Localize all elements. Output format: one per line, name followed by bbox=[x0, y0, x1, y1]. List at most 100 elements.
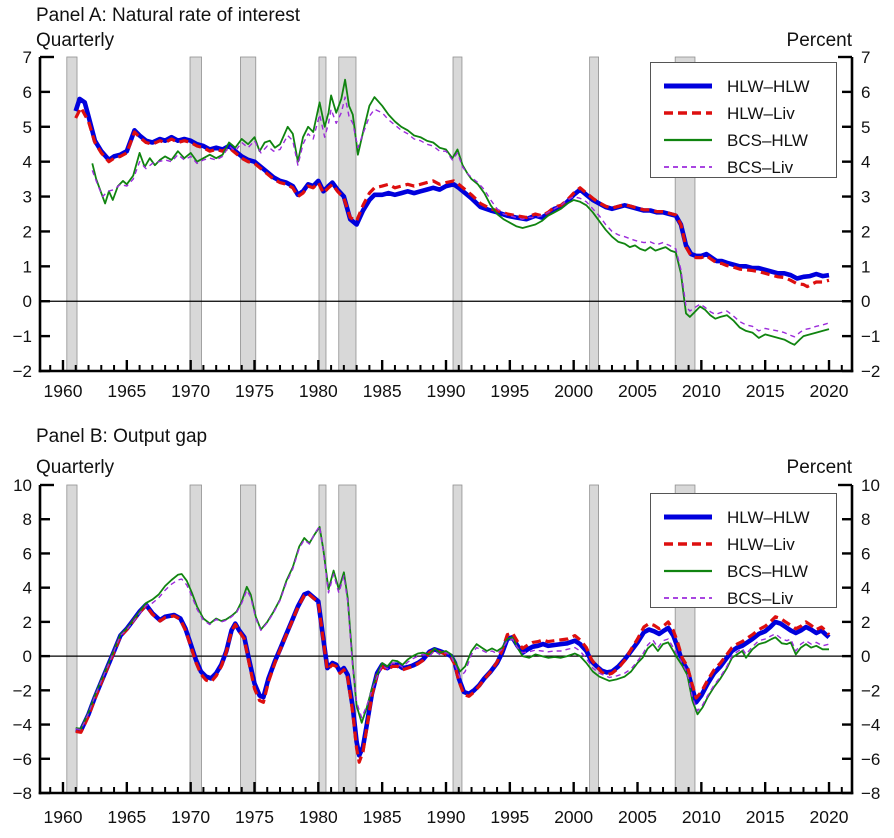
x-tick-label: 1975 bbox=[235, 807, 274, 827]
y-tick-label-left: −2 bbox=[13, 362, 32, 381]
y-tick-label-left: −4 bbox=[13, 716, 32, 735]
y-tick-label-left: 6 bbox=[23, 83, 32, 102]
panel-b-left-unit-label: Quarterly bbox=[36, 457, 115, 478]
x-tick-label: 2015 bbox=[746, 381, 785, 401]
y-tick-label-left: 4 bbox=[23, 579, 32, 598]
panel-a-left-unit-label: Quarterly bbox=[36, 30, 115, 51]
y-tick-label-left: 1 bbox=[23, 257, 32, 276]
recession-band bbox=[338, 484, 357, 794]
x-tick-label: 2005 bbox=[618, 381, 657, 401]
y-tick-label-right: −2 bbox=[861, 681, 880, 700]
y-tick-label-right: −2 bbox=[861, 362, 880, 381]
y-tick-label-left: −1 bbox=[13, 327, 32, 346]
legend-box bbox=[650, 62, 837, 178]
y-tick-label-right: −6 bbox=[861, 750, 880, 769]
recession-band bbox=[66, 56, 78, 372]
x-tick-label: 1965 bbox=[107, 807, 146, 827]
y-tick-label-right: 6 bbox=[861, 83, 870, 102]
axes: 10 10 8 8 6 6 4 4 2 2 0 0 −2 −2 −4 −4 −6 −6 −8 −8 1960 1965 19… bbox=[13, 476, 881, 827]
y-tick-label-right: 7 bbox=[861, 48, 870, 67]
y-tick-label-left: 3 bbox=[23, 188, 32, 207]
y-tick-label-left: 2 bbox=[23, 222, 32, 241]
series-line-hlw-liv bbox=[75, 592, 831, 764]
y-tick-label-right: 8 bbox=[861, 510, 870, 529]
y-tick-label-left: 4 bbox=[23, 153, 32, 172]
panel-b: HLW–HLW HLW–Liv BCS–HLW BCS–Liv 10 10 8 8 6 6 4 4 2 2… bbox=[13, 476, 881, 827]
recession-band bbox=[189, 484, 202, 794]
y-tick-label-right: 0 bbox=[861, 647, 870, 666]
y-tick-label-right: −1 bbox=[861, 327, 880, 346]
y-tick-label-left: 0 bbox=[23, 292, 32, 311]
y-tick-label-right: 10 bbox=[861, 476, 880, 495]
legend-label: HLW–HLW bbox=[727, 77, 810, 96]
y-tick-label-right: 3 bbox=[861, 188, 870, 207]
legend-box bbox=[650, 493, 837, 608]
y-tick-label-right: 4 bbox=[861, 579, 870, 598]
x-tick-label: 2000 bbox=[554, 807, 593, 827]
x-tick-label: 2020 bbox=[810, 807, 849, 827]
x-tick-label: 1960 bbox=[44, 807, 83, 827]
x-tick-label: 1970 bbox=[171, 807, 210, 827]
series-line-bcs-hlw bbox=[91, 78, 830, 346]
legend-label: BCS–HLW bbox=[727, 131, 808, 150]
recession-band bbox=[452, 484, 463, 794]
y-tick-label-right: 2 bbox=[861, 222, 870, 241]
y-tick-label-right: 0 bbox=[861, 292, 870, 311]
y-tick-label-right: 6 bbox=[861, 544, 870, 563]
x-tick-label: 2000 bbox=[554, 381, 593, 401]
x-tick-label: 1985 bbox=[363, 807, 402, 827]
y-tick-label-left: −8 bbox=[13, 784, 32, 803]
panel-b-right-unit-label: Percent bbox=[786, 457, 852, 478]
legend-label: BCS–Liv bbox=[727, 589, 794, 608]
x-tick-label: 1985 bbox=[363, 381, 402, 401]
x-tick-label: 1995 bbox=[490, 807, 529, 827]
y-tick-label-left: 10 bbox=[13, 476, 32, 495]
y-tick-label-right: 2 bbox=[861, 613, 870, 632]
x-tick-label: 2020 bbox=[810, 381, 849, 401]
recession-band bbox=[189, 56, 202, 372]
y-tick-label-left: 0 bbox=[23, 647, 32, 666]
axes: 7 7 6 6 5 5 4 4 3 3 2 2 1 1 0 0 −1 −1 −2 −2 1960 1965 1970 1975… bbox=[13, 48, 881, 401]
panel-a-right-unit-label: Percent bbox=[786, 30, 852, 51]
series-line-bcs-liv bbox=[75, 525, 830, 731]
y-tick-label-left: −6 bbox=[13, 750, 32, 769]
legend-label: BCS–HLW bbox=[727, 562, 808, 581]
panel-a-title: Panel A: Natural rate of interest bbox=[36, 5, 301, 26]
recession-band bbox=[589, 484, 599, 794]
x-tick-label: 1965 bbox=[107, 381, 146, 401]
y-tick-label-left: 7 bbox=[23, 48, 32, 67]
series-line-hlw-hlw bbox=[75, 590, 831, 758]
series-line-bcs-hlw bbox=[75, 526, 829, 730]
x-tick-label: 1990 bbox=[427, 381, 466, 401]
x-tick-label: 1960 bbox=[44, 381, 83, 401]
x-tick-label: 1995 bbox=[490, 381, 529, 401]
x-tick-label: 1980 bbox=[299, 807, 338, 827]
x-tick-label: 1975 bbox=[235, 381, 274, 401]
y-tick-label-left: 2 bbox=[23, 613, 32, 632]
legend-label: HLW–Liv bbox=[727, 535, 795, 554]
x-tick-label: 1980 bbox=[299, 381, 338, 401]
x-tick-label: 1990 bbox=[427, 807, 466, 827]
y-tick-label-right: 1 bbox=[861, 257, 870, 276]
recession-band bbox=[66, 484, 78, 794]
y-tick-label-right: −8 bbox=[861, 784, 880, 803]
x-tick-label: 2005 bbox=[618, 807, 657, 827]
legend-label: HLW–HLW bbox=[727, 508, 810, 527]
recession-band bbox=[240, 56, 257, 372]
panel-b-title: Panel B: Output gap bbox=[36, 426, 208, 447]
recession-band bbox=[452, 56, 463, 372]
legend: HLW–HLW HLW–Liv BCS–HLW BCS–Liv bbox=[650, 493, 837, 608]
y-tick-label-left: 6 bbox=[23, 544, 32, 563]
y-tick-label-left: −2 bbox=[13, 681, 32, 700]
series-line-bcs-liv bbox=[91, 96, 830, 338]
y-tick-label-right: 4 bbox=[861, 153, 870, 172]
panel-a: HLW–HLW HLW–Liv BCS–HLW BCS–Liv 7 7 6 6 5 5 4 4 3 3 2 2… bbox=[13, 48, 881, 401]
x-tick-label: 2010 bbox=[682, 381, 721, 401]
x-tick-label: 1970 bbox=[171, 381, 210, 401]
legend-label: HLW–Liv bbox=[727, 104, 795, 123]
y-tick-label-right: −4 bbox=[861, 716, 880, 735]
series-line-hlw-liv bbox=[74, 106, 830, 289]
legend-label: BCS–Liv bbox=[727, 158, 794, 177]
